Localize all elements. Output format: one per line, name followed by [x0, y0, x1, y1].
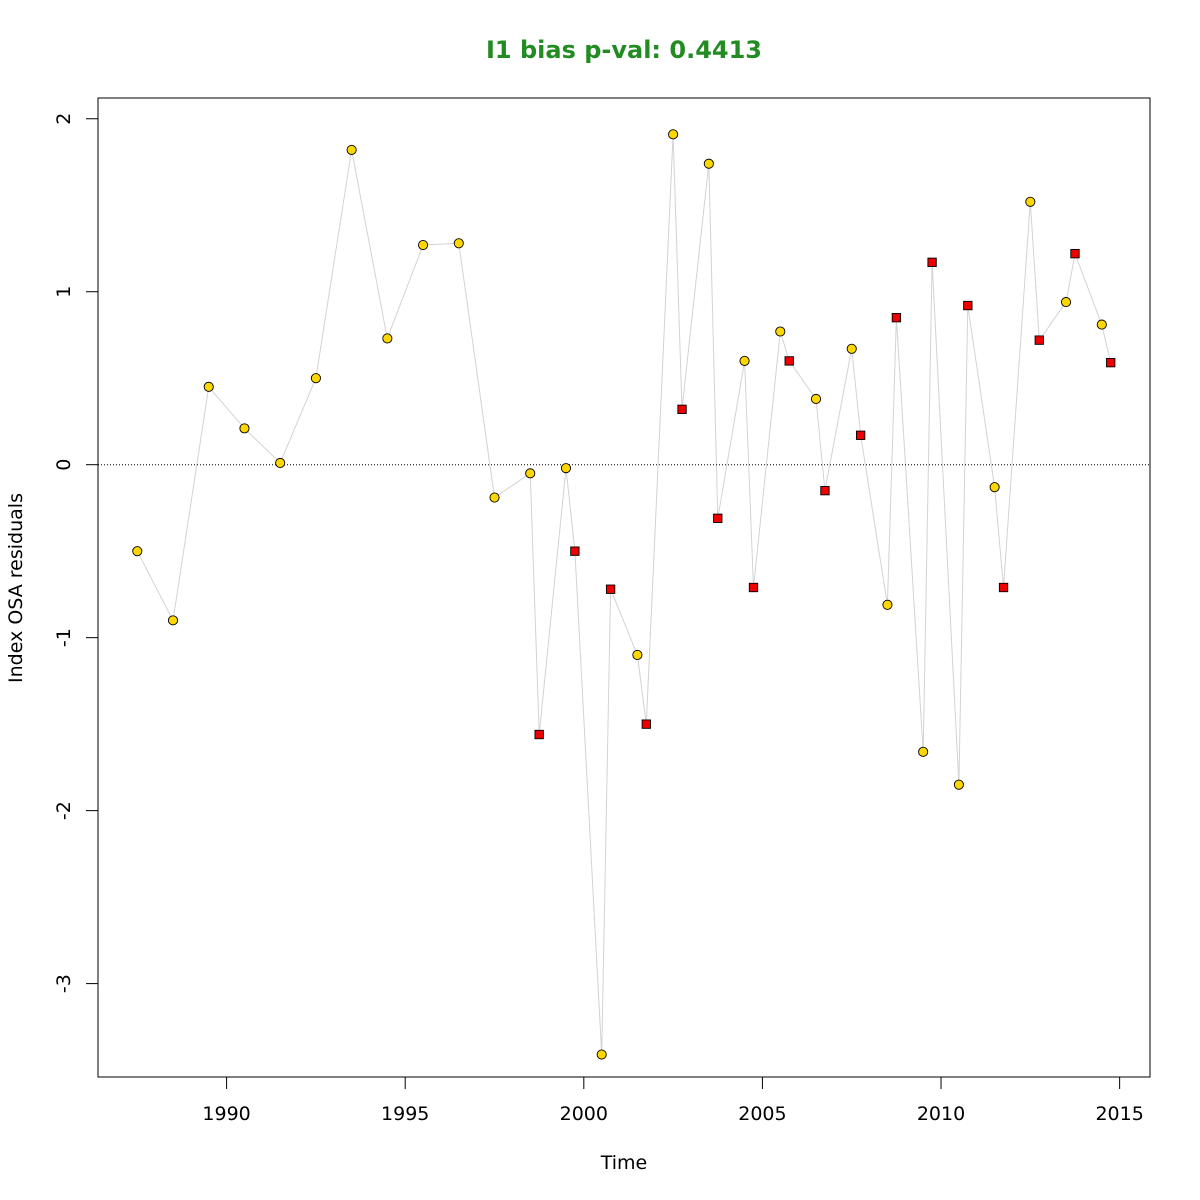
circle-point [989, 482, 1000, 493]
x-axis-label: Time [600, 1152, 648, 1174]
circle-point [382, 333, 393, 344]
square-point [963, 300, 973, 311]
y-axis: -3 -2 -1 0 1 2 [53, 113, 99, 993]
square-point [1070, 249, 1080, 259]
square-point [784, 356, 794, 366]
y-tick-label: -3 [53, 974, 75, 993]
circle-point [453, 238, 464, 249]
connector-path [136, 134, 1112, 1055]
circle-point [703, 158, 714, 169]
x-tick-label: 2005 [738, 1103, 786, 1125]
circle-point [1096, 319, 1107, 330]
circle-point [846, 343, 857, 354]
y-tick-label: 0 [53, 459, 75, 471]
circle-point [953, 779, 964, 790]
square-point [641, 719, 651, 729]
y-tick-label: 1 [53, 286, 75, 298]
x-tick-label: 2015 [1095, 1103, 1143, 1125]
circle-point [167, 615, 179, 626]
y-tick-label: 2 [53, 113, 75, 125]
connector-lines [136, 134, 1112, 1055]
y-tick-label: -2 [53, 801, 75, 820]
circle-point [668, 129, 679, 140]
plot-frame [97, 97, 1151, 1078]
circle-point [775, 326, 786, 337]
y-tick-label: -1 [53, 628, 75, 647]
square-point [677, 404, 687, 414]
circle-point [596, 1049, 607, 1060]
square-point [891, 313, 902, 323]
circle-point [1025, 196, 1036, 207]
x-tick-label: 2010 [917, 1103, 965, 1125]
circle-point [560, 463, 572, 474]
square-point [998, 582, 1009, 593]
square-point [570, 546, 580, 556]
square-point [748, 582, 759, 593]
square-point [605, 584, 616, 594]
circle-point [132, 546, 143, 557]
square-point [713, 513, 723, 523]
y-axis-label: Index OSA residuals [5, 493, 27, 683]
x-tick-label: 1995 [381, 1103, 429, 1125]
circle-point [1061, 297, 1072, 308]
square-point [1034, 335, 1044, 345]
circle-point [203, 381, 214, 392]
chart-title: I1 bias p-val: 0.4413 [486, 36, 762, 64]
circle-point [632, 649, 643, 661]
circle-point [346, 144, 357, 155]
circle-point [882, 599, 893, 610]
circle-point [739, 355, 750, 366]
square-point [856, 430, 866, 440]
circle-point [489, 492, 500, 503]
square-point [927, 257, 937, 267]
circle-point [239, 423, 250, 434]
x-tick-label: 1990 [202, 1103, 250, 1125]
circle-point [918, 746, 929, 757]
square-point [820, 485, 830, 496]
x-axis: 1990 1995 2000 2005 2010 2015 [202, 1076, 1144, 1125]
square-point [534, 729, 544, 740]
circle-point [525, 468, 536, 479]
x-tick-label: 2000 [560, 1103, 608, 1125]
circle-point [310, 373, 321, 384]
square-point [1106, 357, 1116, 368]
data-points [132, 129, 1116, 1060]
circle-point [418, 239, 429, 251]
circle-point [810, 393, 822, 405]
circle-point [275, 457, 286, 469]
